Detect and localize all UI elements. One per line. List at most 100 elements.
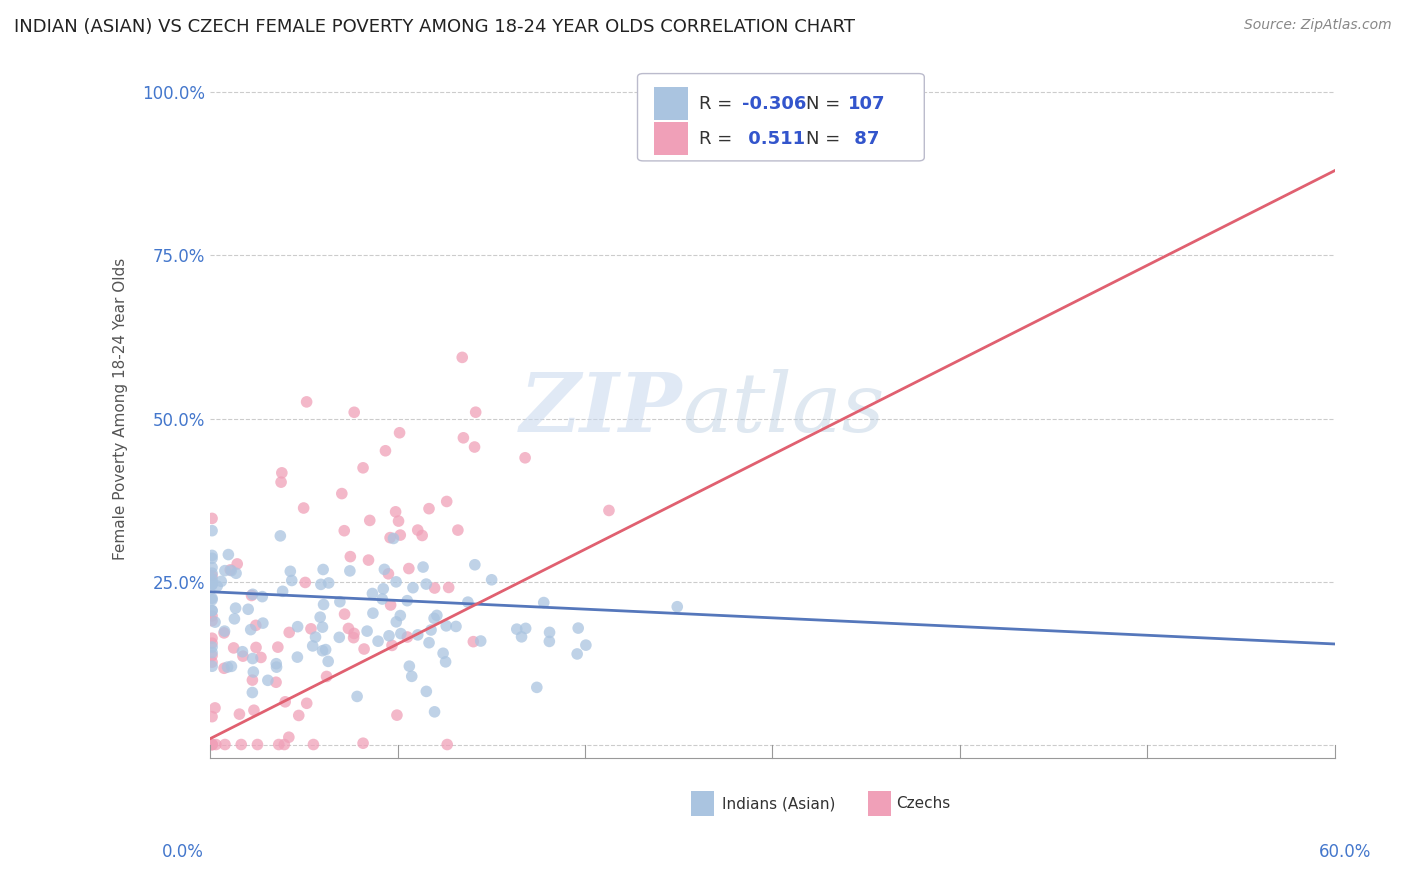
Point [315, 642, 337, 657]
Point [287, 708, 309, 723]
Point [217, 548, 239, 562]
Point [515, 621, 537, 635]
Point [271, 584, 294, 599]
Point [396, 593, 419, 607]
Point [270, 475, 292, 490]
Point [389, 626, 412, 640]
Point [222, 640, 245, 655]
Point [201, 577, 224, 591]
Point [388, 425, 411, 440]
Point [342, 631, 364, 645]
Point [278, 625, 301, 640]
Point [436, 494, 458, 508]
Point [377, 566, 399, 581]
Point [436, 738, 458, 752]
Point [205, 579, 228, 593]
Point [384, 505, 406, 519]
Point [246, 738, 269, 752]
Point [201, 604, 224, 618]
Text: -0.306: -0.306 [742, 95, 807, 112]
Point [301, 639, 323, 653]
Point [464, 405, 486, 419]
Point [378, 629, 401, 643]
Point [201, 549, 224, 563]
Point [373, 562, 395, 576]
Point [205, 738, 228, 752]
FancyBboxPatch shape [637, 73, 924, 161]
Text: 0.0%: 0.0% [162, 843, 204, 861]
Point [352, 460, 374, 475]
Point [411, 528, 433, 542]
Point [201, 575, 224, 590]
Point [201, 591, 224, 606]
Point [252, 616, 274, 631]
Point [273, 738, 295, 752]
Point [245, 640, 267, 655]
Point [346, 690, 368, 704]
FancyBboxPatch shape [654, 122, 688, 155]
Point [373, 582, 395, 596]
Point [294, 575, 316, 590]
Point [451, 351, 474, 365]
Point [238, 602, 260, 616]
Point [281, 574, 304, 588]
Point [538, 634, 561, 648]
Point [423, 705, 446, 719]
Point [387, 514, 409, 528]
Point [243, 703, 266, 717]
Point [333, 607, 356, 621]
Point [432, 646, 454, 660]
Point [232, 649, 254, 664]
Point [526, 681, 548, 695]
Point [538, 625, 561, 640]
Point [423, 581, 446, 595]
Point [221, 564, 243, 578]
Point [406, 523, 429, 537]
Point [240, 685, 263, 699]
Point [201, 640, 224, 654]
Point [231, 645, 253, 659]
Point [221, 659, 243, 673]
Point [201, 560, 224, 574]
Point [533, 596, 555, 610]
Point [412, 560, 434, 574]
Point [457, 595, 479, 609]
Point [328, 630, 350, 644]
Point [204, 615, 226, 629]
Point [274, 695, 297, 709]
Point [231, 738, 253, 752]
Point [415, 684, 437, 698]
Point [339, 564, 361, 578]
Point [470, 634, 492, 648]
Text: Source: ZipAtlas.com: Source: ZipAtlas.com [1244, 18, 1392, 32]
Point [481, 573, 503, 587]
Y-axis label: Female Poverty Among 18-24 Year Olds: Female Poverty Among 18-24 Year Olds [114, 258, 128, 560]
Point [353, 642, 375, 657]
Point [250, 650, 273, 665]
Point [201, 572, 224, 586]
Text: INDIAN (ASIAN) VS CZECH FEMALE POVERTY AMONG 18-24 YEAR OLDS CORRELATION CHART: INDIAN (ASIAN) VS CZECH FEMALE POVERTY A… [14, 18, 855, 36]
Point [201, 609, 224, 624]
Point [312, 598, 335, 612]
Point [264, 675, 287, 690]
Text: Czechs: Czechs [896, 797, 950, 811]
Point [239, 623, 262, 637]
Point [423, 611, 446, 625]
Point [453, 431, 475, 445]
Point [201, 551, 224, 566]
Text: 107: 107 [848, 95, 886, 112]
Point [396, 630, 419, 644]
Point [312, 562, 335, 576]
Text: Indians (Asian): Indians (Asian) [721, 797, 835, 811]
Point [201, 566, 224, 581]
Point [201, 511, 224, 525]
Point [343, 626, 366, 640]
Point [418, 636, 440, 650]
Point [356, 624, 378, 639]
Text: 0.511: 0.511 [742, 129, 806, 147]
Point [444, 619, 467, 633]
Point [257, 673, 280, 688]
Point [270, 466, 292, 480]
Point [295, 395, 318, 409]
Point [402, 581, 425, 595]
